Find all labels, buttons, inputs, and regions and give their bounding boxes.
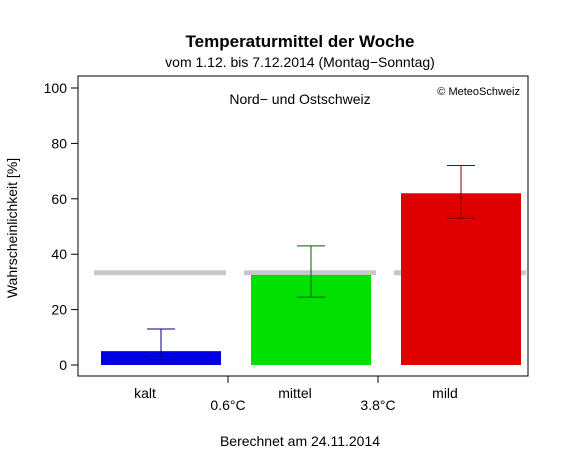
y-axis-label: Wahrscheinlichkeit [%] (4, 158, 20, 298)
threshold-label-2: 3.8°C (360, 397, 395, 413)
chart-title: Temperaturmittel der Woche (186, 32, 415, 51)
error-bar-mittel (297, 245, 325, 298)
y-tick-label-100: 100 (44, 80, 68, 96)
y-axis: 0 20 40 60 80 100 (44, 80, 78, 373)
plot-frame (77, 75, 529, 377)
x-category-label-mittel: mittel (278, 385, 311, 401)
bar-mild (401, 193, 521, 365)
error-bar-mild (447, 165, 475, 219)
copyright-label: © MeteoSchweiz (437, 86, 520, 98)
region-label: Nord− und Ostschweiz (229, 91, 370, 107)
x-category-label-kalt: kalt (134, 385, 156, 401)
y-tick-label-80: 80 (51, 135, 67, 151)
y-tick-label-60: 60 (51, 191, 67, 207)
y-tick-label-20: 20 (51, 302, 67, 318)
bars (101, 193, 521, 365)
error-bars (147, 165, 475, 360)
chart-subtitle: vom 1.12. bis 7.12.2014 (Montag−Sonntag) (165, 54, 435, 70)
threshold-label-1: 0.6°C (210, 397, 245, 413)
y-tick-label-0: 0 (59, 357, 67, 373)
footer-note: Berechnet am 24.11.2014 (220, 433, 380, 449)
y-tick-label-40: 40 (51, 246, 67, 262)
x-axis: kalt mittel mild 0.6°C 3.8°C (134, 376, 458, 413)
x-category-label-mild: mild (432, 385, 458, 401)
error-bar-kalt (147, 328, 175, 360)
